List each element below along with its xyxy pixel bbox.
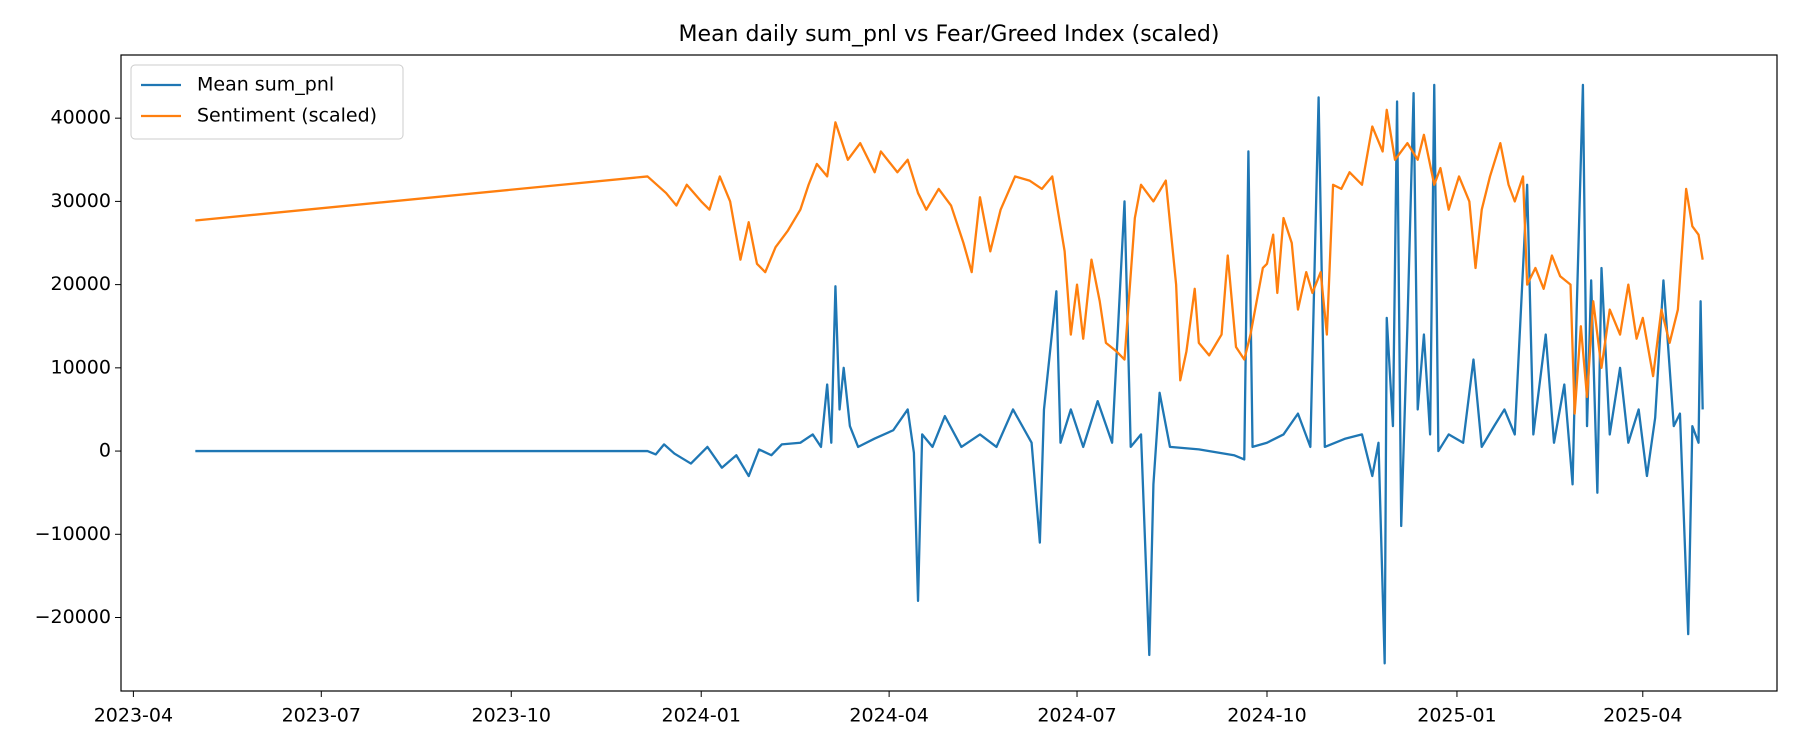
x-tick-label: 2025-04 [1603,705,1682,727]
y-tick-label: 40000 [51,107,111,129]
y-tick-label: −10000 [35,523,111,545]
y-tick-label: 0 [99,440,111,462]
series-line [195,108,1704,415]
x-tick-label: 2024-07 [1037,705,1116,727]
y-tick-label: 10000 [51,356,111,378]
axes-frame [120,54,1778,692]
x-tick-label: 2023-07 [282,705,361,727]
x-tick-label: 2023-04 [94,705,173,727]
legend: Mean sum_pnl Sentiment (scaled) [130,64,404,140]
chart-title: Mean daily sum_pnl vs Fear/Greed Index (… [679,22,1220,47]
x-tick-label: 2024-01 [662,705,741,727]
legend-label: Mean sum_pnl [197,74,334,96]
legend-label: Sentiment (scaled) [197,105,377,127]
legend-box [130,64,404,140]
x-tick-label: 2023-10 [472,705,551,727]
y-tick-label: 30000 [51,190,111,212]
x-tick-label: 2024-10 [1227,705,1306,727]
x-tick-label: 2024-04 [849,705,928,727]
y-tick-label: −20000 [35,606,111,628]
series-line [195,83,1704,665]
x-tick-label: 2025-01 [1417,705,1496,727]
y-tick-label: 20000 [51,273,111,295]
plot-area [195,83,1704,665]
